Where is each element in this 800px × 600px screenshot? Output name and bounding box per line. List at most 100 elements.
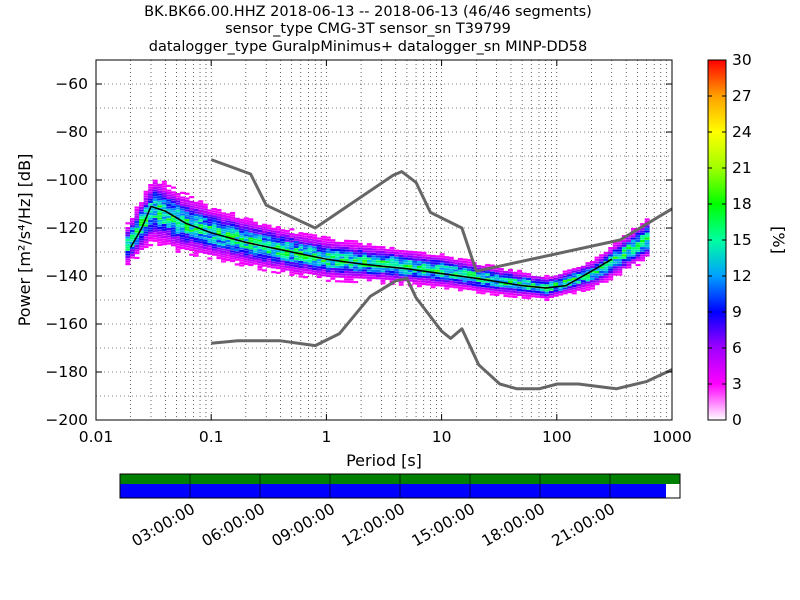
density-cell <box>617 249 623 252</box>
density-cell <box>412 255 418 259</box>
density-cell <box>134 252 140 255</box>
density-cell <box>485 273 491 276</box>
density-cell <box>129 256 135 259</box>
density-cell <box>599 256 605 259</box>
density-cell <box>585 269 591 272</box>
density-cell <box>321 242 327 246</box>
density-cell <box>234 258 240 261</box>
density-cell <box>485 280 491 283</box>
density-cell <box>202 251 208 254</box>
density-cell <box>316 244 322 247</box>
density-cell <box>644 239 650 243</box>
density-cell <box>389 258 395 262</box>
density-cell <box>330 239 336 242</box>
density-cell <box>248 259 254 262</box>
density-cell <box>339 280 345 283</box>
density-cell <box>621 256 627 259</box>
density-cell <box>252 248 258 251</box>
density-cell <box>175 205 181 208</box>
density-cell <box>234 241 240 244</box>
density-cell <box>471 288 477 291</box>
density-cell <box>325 279 331 282</box>
density-cell <box>307 269 313 272</box>
density-cell <box>412 272 418 275</box>
density-cell <box>230 259 236 263</box>
density-cell <box>298 244 304 247</box>
density-cell <box>471 278 477 282</box>
density-cell <box>321 254 327 258</box>
density-cell <box>266 263 272 266</box>
density-cell <box>348 271 354 274</box>
density-cell <box>398 269 404 272</box>
density-cell <box>453 283 459 286</box>
density-cell <box>394 249 400 252</box>
density-cell <box>448 266 454 269</box>
density-cell <box>262 262 268 265</box>
density-cell <box>535 288 541 291</box>
density-cell <box>298 256 304 259</box>
density-cell <box>576 274 582 277</box>
density-cell <box>243 258 249 261</box>
density-cell <box>298 248 304 252</box>
density-cell <box>576 266 582 270</box>
density-cell <box>211 239 217 242</box>
density-cell <box>549 288 554 291</box>
density-cell <box>243 238 249 242</box>
density-cell <box>293 269 299 273</box>
density-cell <box>166 239 172 243</box>
density-cell <box>193 249 199 252</box>
density-cell <box>170 239 176 242</box>
density-cell <box>230 245 236 248</box>
density-cell <box>243 234 249 237</box>
colorbar-tick-label: 12 <box>732 267 752 285</box>
density-cell <box>316 275 322 279</box>
density-cell <box>257 237 263 240</box>
density-cell <box>617 256 623 259</box>
density-cell <box>125 239 131 242</box>
density-cell <box>603 275 609 279</box>
density-cell <box>558 276 564 279</box>
density-cell <box>143 231 149 234</box>
colorbar-tick-label: 3 <box>732 375 742 393</box>
density-cell <box>494 281 500 285</box>
density-cell <box>435 269 441 272</box>
density-cell <box>321 235 327 238</box>
density-cell <box>521 294 527 297</box>
density-cell <box>626 261 632 264</box>
density-cell <box>421 275 427 278</box>
density-cell <box>421 266 427 269</box>
density-cell <box>357 257 363 260</box>
density-cell <box>193 201 199 204</box>
density-cell <box>421 263 427 266</box>
density-cell <box>257 225 263 228</box>
density-cell <box>530 295 536 298</box>
density-cell <box>189 205 195 208</box>
density-cell <box>385 248 390 252</box>
density-cell <box>293 238 299 241</box>
density-cell <box>239 261 245 265</box>
density-cell <box>334 244 340 247</box>
density-cell <box>312 248 318 251</box>
density-cell <box>535 283 541 286</box>
density-cell <box>426 273 431 276</box>
density-cell <box>476 267 482 270</box>
density-cell <box>457 269 463 273</box>
density-cell <box>435 264 441 268</box>
density-cell <box>248 239 254 243</box>
density-cell <box>175 212 181 215</box>
density-cell <box>476 286 482 289</box>
density-cell <box>189 246 195 249</box>
density-cell <box>631 239 636 243</box>
density-cell <box>321 245 327 248</box>
density-cell <box>366 243 372 246</box>
density-cell <box>221 226 227 229</box>
density-cell <box>439 277 445 280</box>
density-cell <box>375 262 381 265</box>
density-cell <box>585 276 591 279</box>
density-cell <box>344 251 349 254</box>
density-cell <box>325 265 331 268</box>
density-cell <box>617 259 623 262</box>
density-cell <box>280 236 286 239</box>
density-cell <box>526 280 532 283</box>
density-cell <box>202 232 208 235</box>
